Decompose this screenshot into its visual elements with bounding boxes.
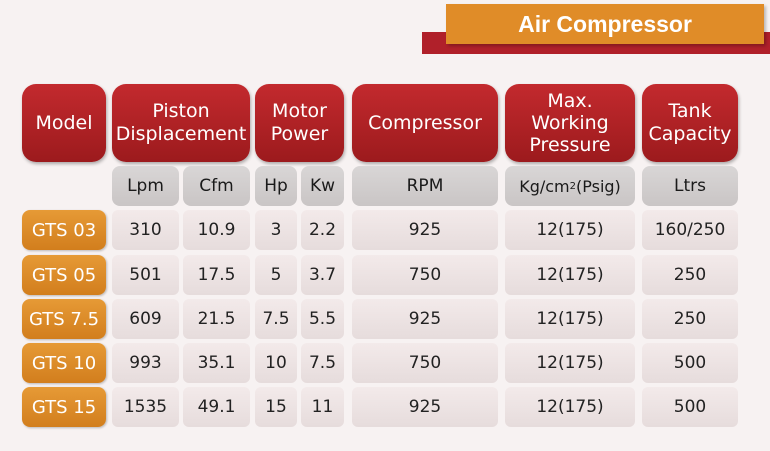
row-pressure: 12(175)	[505, 255, 635, 295]
unit-ltrs: Ltrs	[642, 166, 738, 206]
row-pressure: 12(175)	[505, 387, 635, 427]
row-model: GTS 10	[22, 343, 106, 383]
unit-rpm: RPM	[352, 166, 498, 206]
header-tank-capacity: Tank Capacity	[642, 84, 738, 162]
row-hp: 10	[255, 343, 297, 383]
row-rpm: 750	[352, 343, 498, 383]
row-model: GTS 05	[22, 255, 106, 295]
row-tank: 250	[642, 299, 738, 339]
header-compressor: Compressor	[352, 84, 498, 162]
header-model: Model	[22, 84, 106, 162]
row-lpm: 1535	[112, 387, 179, 427]
row-pressure: 12(175)	[505, 343, 635, 383]
row-cfm: 49.1	[183, 387, 250, 427]
row-rpm: 925	[352, 210, 498, 250]
row-cfm: 35.1	[183, 343, 250, 383]
row-pressure: 12(175)	[505, 299, 635, 339]
row-lpm: 609	[112, 299, 179, 339]
title-banner	[446, 4, 764, 44]
row-kw: 5.5	[301, 299, 344, 339]
row-lpm: 993	[112, 343, 179, 383]
row-hp: 3	[255, 210, 297, 250]
header-max-working-pressure: Max. Working Pressure	[505, 84, 635, 162]
row-kw: 7.5	[301, 343, 344, 383]
row-tank: 250	[642, 255, 738, 295]
row-lpm: 310	[112, 210, 179, 250]
row-model: GTS 15	[22, 387, 106, 427]
row-pressure: 12(175)	[505, 210, 635, 250]
row-tank: 500	[642, 387, 738, 427]
row-hp: 15	[255, 387, 297, 427]
row-hp: 7.5	[255, 299, 297, 339]
row-rpm: 925	[352, 387, 498, 427]
unit-kw: Kw	[301, 166, 344, 206]
header-motor-power: Motor Power	[255, 84, 344, 162]
row-lpm: 501	[112, 255, 179, 295]
row-cfm: 10.9	[183, 210, 250, 250]
unit-hp: Hp	[255, 166, 297, 206]
unit-cfm: Cfm	[183, 166, 250, 206]
row-tank: 500	[642, 343, 738, 383]
row-tank: 160/250	[642, 210, 738, 250]
row-hp: 5	[255, 255, 297, 295]
row-kw: 3.7	[301, 255, 344, 295]
row-kw: 2.2	[301, 210, 344, 250]
row-rpm: 925	[352, 299, 498, 339]
row-cfm: 21.5	[183, 299, 250, 339]
unit-pressure: Kg/cm 2 (Psig)	[505, 166, 635, 206]
row-kw: 11	[301, 387, 344, 427]
row-model: GTS 7.5	[22, 299, 106, 339]
page-title: Air Compressor	[518, 10, 692, 37]
row-rpm: 750	[352, 255, 498, 295]
row-cfm: 17.5	[183, 255, 250, 295]
row-model: GTS 03	[22, 210, 106, 250]
header-piston-displacement: Piston Displacement	[112, 84, 250, 162]
unit-lpm: Lpm	[112, 166, 179, 206]
